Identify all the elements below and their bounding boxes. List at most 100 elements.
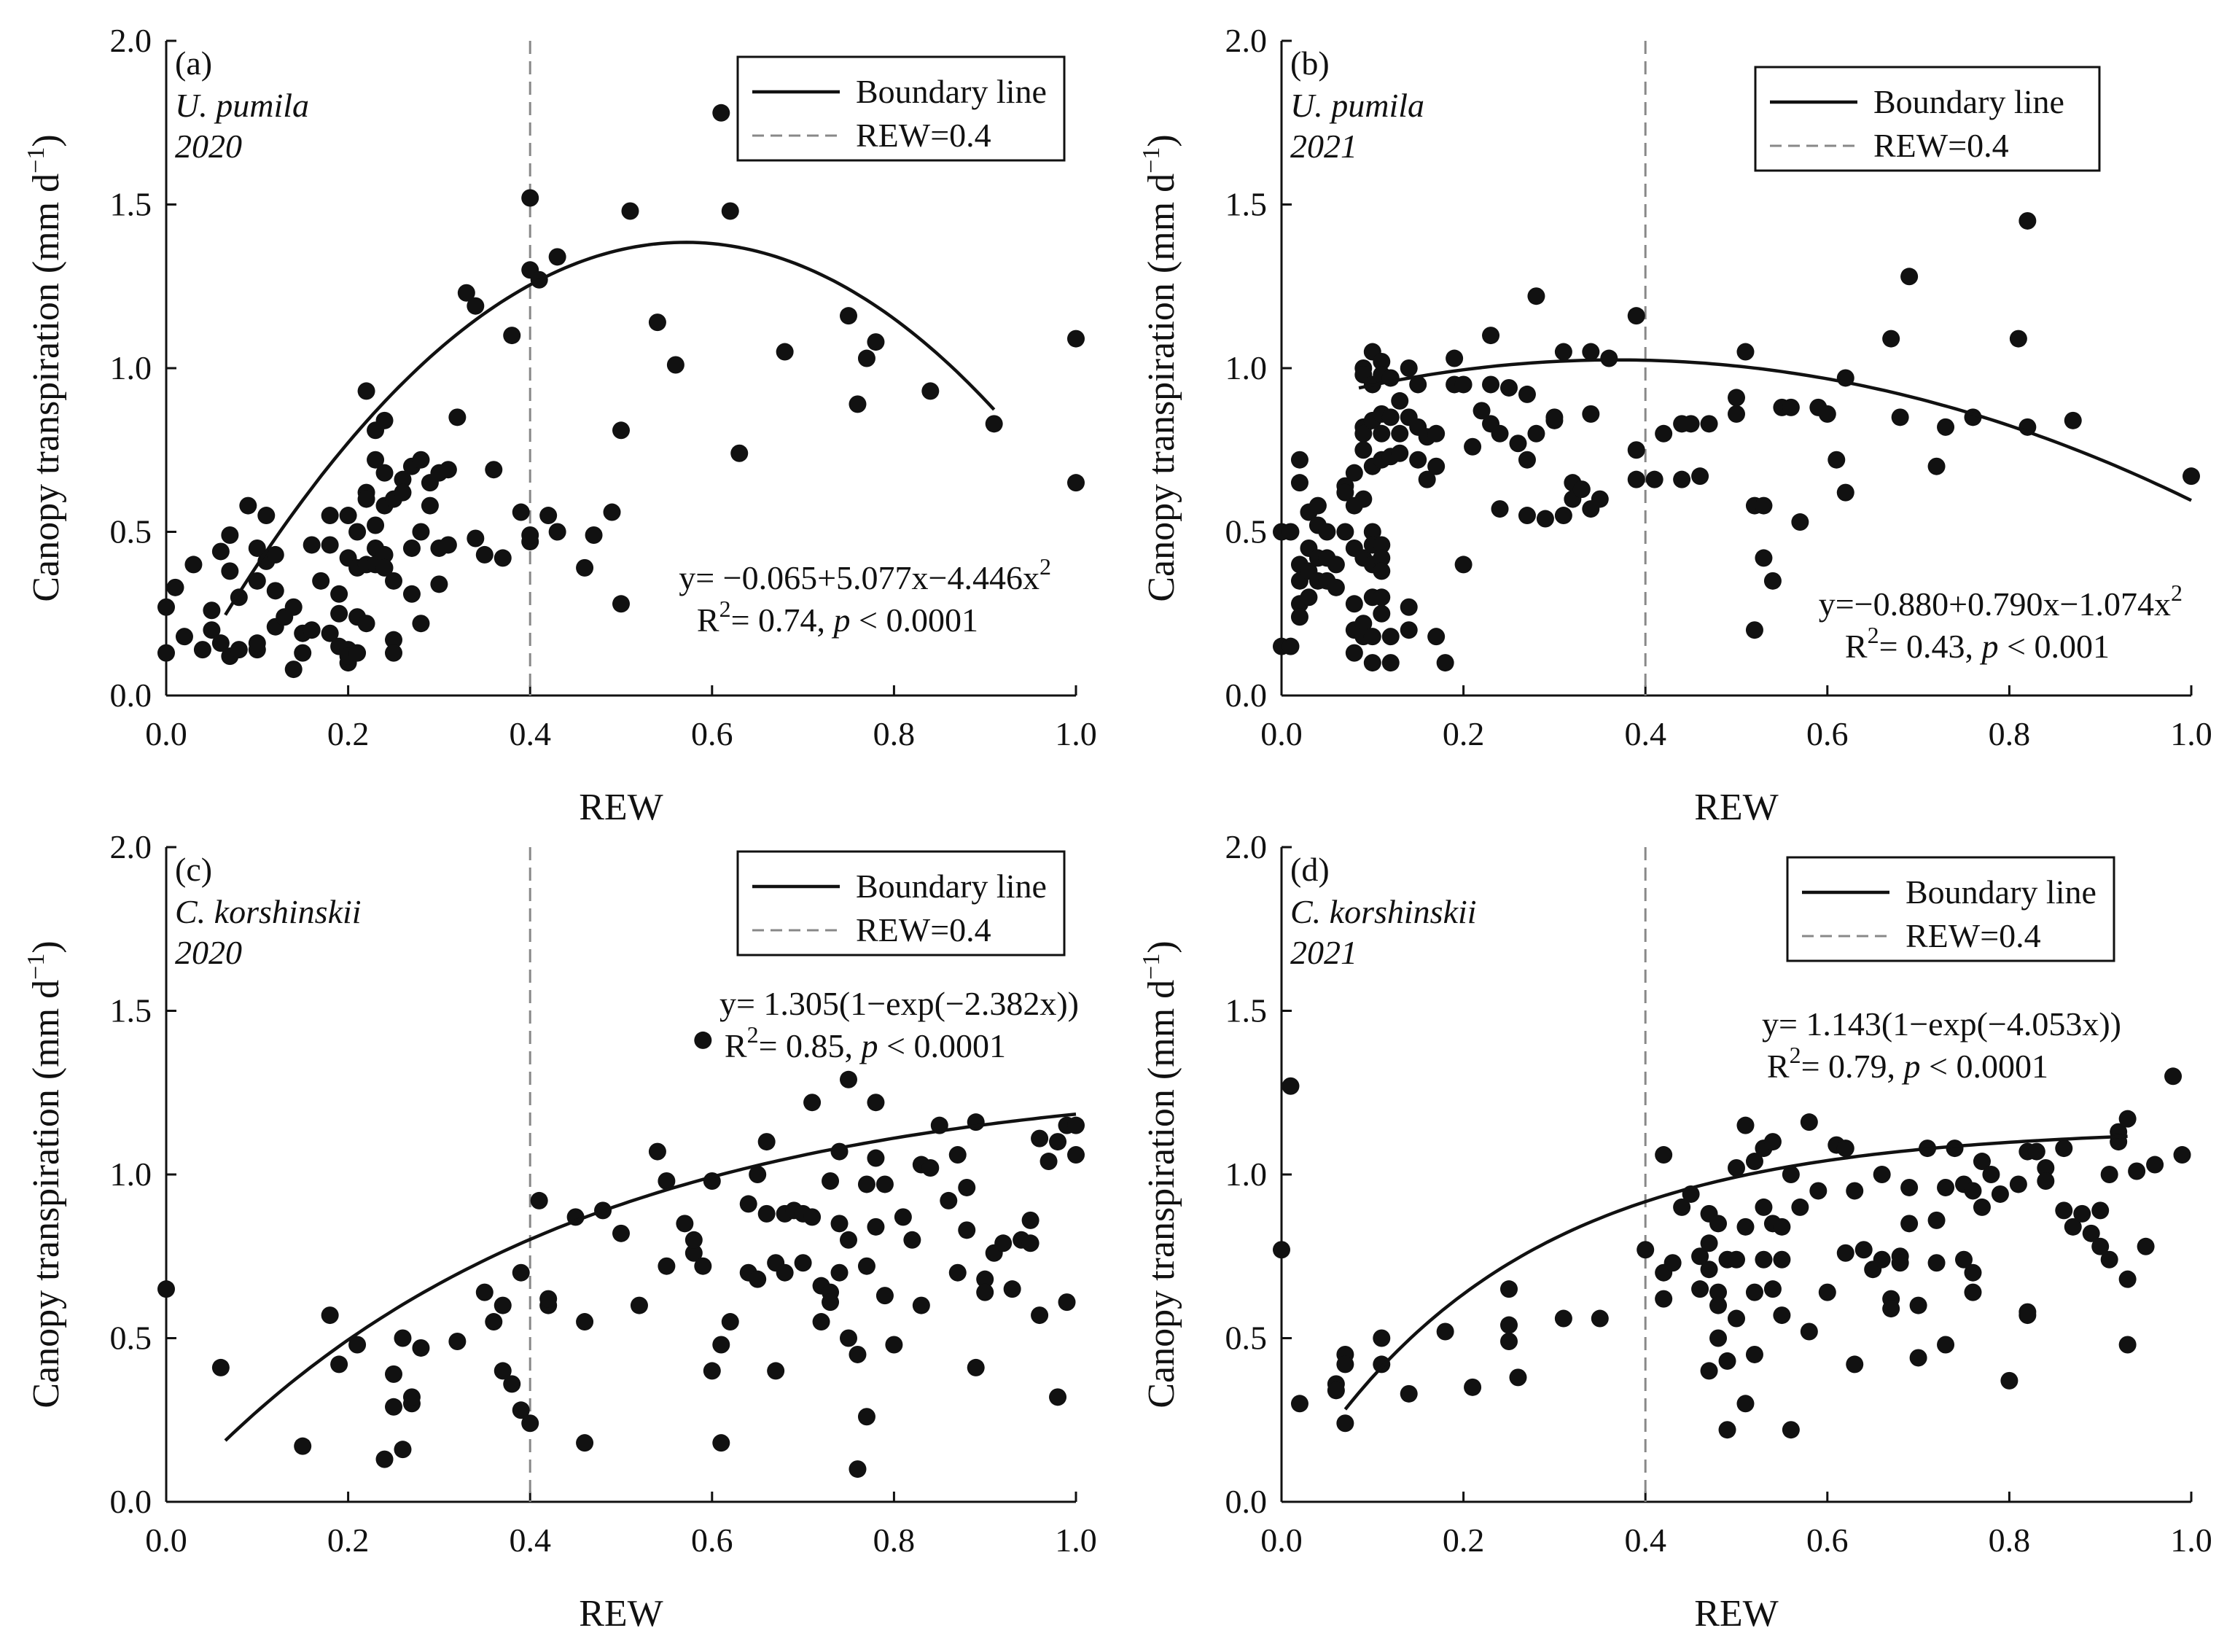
data-point — [1308, 496, 1327, 515]
data-point — [576, 1434, 594, 1452]
x-tick-label: 0.2 — [327, 1522, 370, 1559]
data-point — [658, 1172, 676, 1190]
legend-rew-label: REW=0.4 — [1906, 917, 2041, 954]
panel-label: (a) — [175, 44, 212, 82]
data-point — [1500, 378, 1518, 397]
data-point — [1763, 572, 1782, 590]
data-point — [1755, 1250, 1773, 1269]
data-point — [1873, 1250, 1891, 1269]
data-point — [375, 545, 394, 564]
equation-text: y=−0.880+0.790x−1.074x2 — [1819, 580, 2183, 623]
data-point — [1891, 1254, 1909, 1272]
legend-boundary-label: Boundary line — [856, 868, 1047, 905]
data-point — [503, 1375, 521, 1393]
data-point — [849, 395, 867, 413]
data-point — [712, 104, 730, 122]
y-axis-title: Canopy transpiration (mm d−1) — [23, 134, 67, 601]
data-point — [1691, 467, 1709, 486]
data-point — [1381, 654, 1400, 672]
legend: Boundary line REW=0.4 — [1754, 66, 2101, 172]
data-point — [2064, 1217, 2082, 1236]
data-point — [1509, 435, 1527, 453]
y-tick-label: 1.0 — [110, 1156, 152, 1193]
data-point — [1828, 451, 1846, 469]
data-point — [1336, 1355, 1354, 1374]
data-point — [1373, 588, 1391, 607]
data-point — [2055, 1201, 2073, 1220]
data-point — [475, 1283, 494, 1301]
legend-rew-label: REW=0.4 — [856, 117, 991, 154]
r-squared-text: R2= 0.85, p < 0.0001 — [725, 1021, 1006, 1064]
data-point — [348, 523, 367, 541]
data-point — [1518, 507, 1536, 525]
data-point — [585, 526, 603, 544]
data-point — [1290, 608, 1308, 626]
y-tick-label: 0.0 — [1225, 677, 1268, 714]
data-point — [284, 598, 303, 616]
x-tick-label: 1.0 — [2170, 1522, 2212, 1559]
y-tick-label: 0.0 — [110, 1483, 152, 1520]
data-point — [1882, 1300, 1900, 1318]
data-point — [211, 542, 230, 561]
data-point — [1846, 1355, 1864, 1374]
data-point — [776, 343, 794, 361]
data-point — [840, 1231, 857, 1249]
data-point — [1927, 1254, 1946, 1272]
boundary-line — [224, 1112, 1077, 1442]
data-point — [1882, 330, 1900, 348]
data-point — [1709, 1296, 1728, 1314]
data-point — [1381, 628, 1400, 646]
y-tick-label: 1.5 — [1225, 186, 1268, 223]
data-point — [1955, 1250, 1973, 1269]
data-point — [1318, 523, 1336, 541]
data-point — [321, 1306, 339, 1325]
data-point — [1527, 287, 1545, 305]
data-point — [257, 507, 276, 525]
data-point — [1482, 327, 1500, 345]
legend-box — [736, 850, 1066, 956]
data-point — [1500, 1316, 1518, 1334]
data-point — [294, 644, 312, 662]
data-point — [630, 1296, 648, 1314]
data-point — [1391, 444, 1409, 462]
data-point — [1745, 1283, 1763, 1301]
data-point — [1454, 556, 1473, 574]
species-label: C. korshinskii — [1290, 893, 1477, 930]
data-point — [976, 1283, 994, 1301]
x-axis-title: REW — [1694, 787, 1779, 828]
data-point — [822, 1172, 840, 1190]
data-point — [840, 307, 857, 325]
data-point — [694, 1031, 712, 1049]
data-point — [721, 202, 739, 220]
data-point — [2009, 1175, 2027, 1193]
data-point — [357, 615, 375, 633]
data-point — [1973, 1198, 1991, 1216]
data-point — [967, 1358, 985, 1376]
data-point — [521, 526, 539, 544]
data-point — [2146, 1156, 2164, 1174]
panel-d: 0.0 0.5 1.0 1.5 2.0 0.0 0.2 0.4 0.6 0.8 1.0 REW Cano… — [1138, 828, 2212, 1635]
data-point — [1373, 1355, 1391, 1374]
data-point — [1773, 1306, 1791, 1325]
x-tick-label: 0.6 — [1806, 1522, 1849, 1559]
data-point — [612, 1224, 630, 1242]
data-point — [1909, 1349, 1927, 1367]
data-point — [157, 1280, 175, 1298]
data-point — [1991, 1185, 2009, 1203]
data-point — [2164, 1067, 2183, 1086]
data-point — [1290, 451, 1308, 469]
data-point — [648, 1142, 666, 1161]
data-point — [1282, 523, 1300, 541]
data-point — [439, 461, 457, 479]
panel-b: 0.0 0.5 1.0 1.5 2.0 0.0 0.2 0.4 0.6 0.8 1.0 REW Cano… — [1138, 22, 2212, 828]
data-point — [512, 503, 530, 521]
data-point — [1327, 556, 1345, 574]
data-point — [1400, 1384, 1418, 1403]
data-point — [385, 572, 402, 590]
data-point — [1518, 451, 1536, 469]
data-point — [757, 1133, 776, 1151]
data-point — [1755, 496, 1773, 515]
data-point — [1836, 1139, 1854, 1158]
data-point — [2073, 1204, 2091, 1223]
data-point — [2037, 1159, 2055, 1177]
